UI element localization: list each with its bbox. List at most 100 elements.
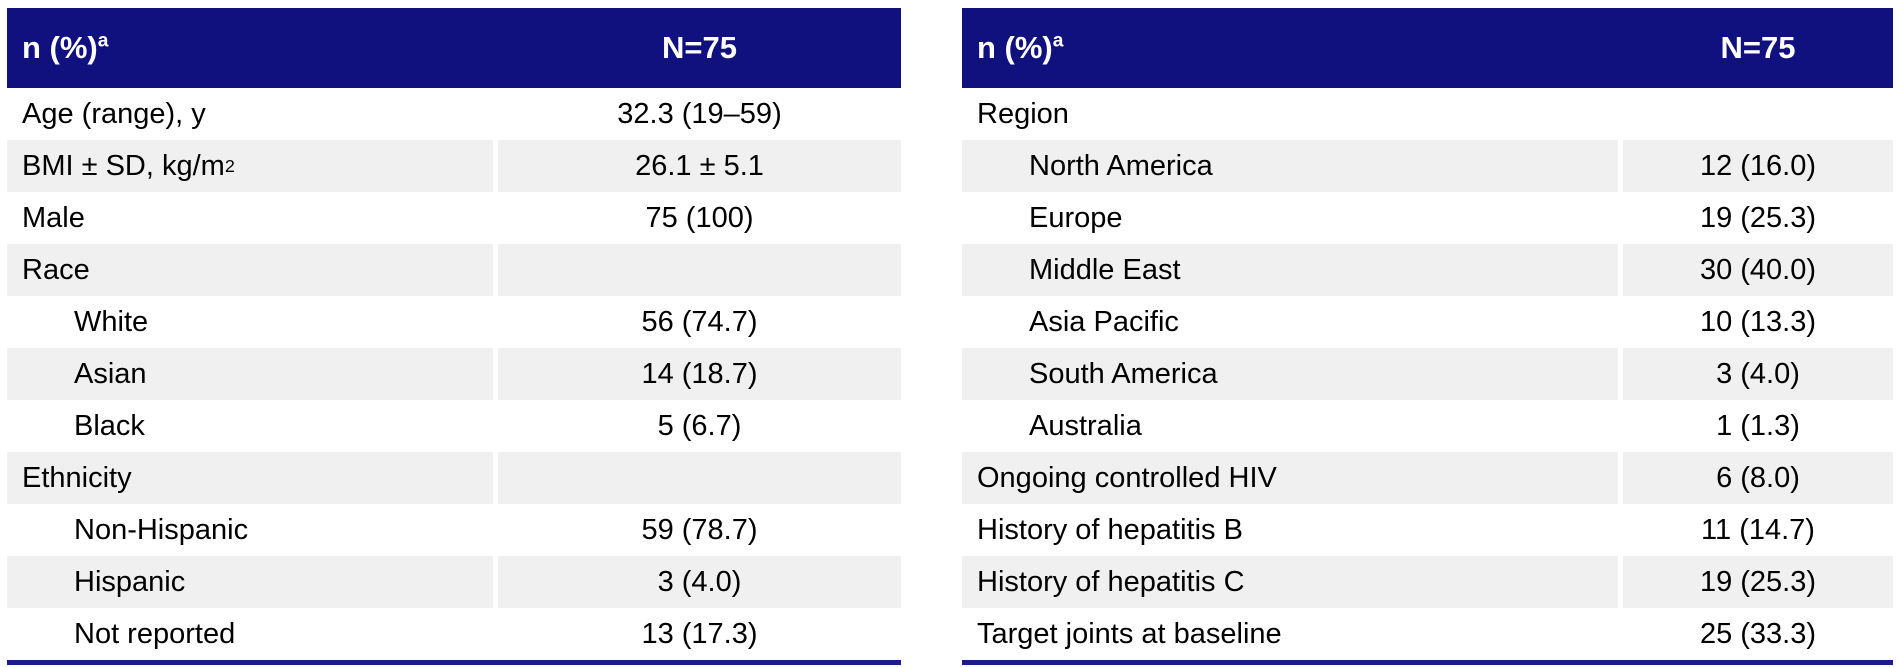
header-metric-label: n (%)a bbox=[7, 30, 498, 66]
table-bottom-rule bbox=[7, 660, 901, 665]
row-label-cell: Age (range), y bbox=[7, 88, 493, 140]
baseline-table-demographics: n (%)a N=75 Age (range), y 32.3 (19–59) … bbox=[7, 8, 901, 665]
table-row: North America 12 (16.0) bbox=[962, 140, 1893, 192]
row-value: 5 (6.7) bbox=[657, 409, 742, 442]
row-value: 13 (17.3) bbox=[641, 617, 758, 650]
row-value: 30 (40.0) bbox=[1623, 244, 1893, 296]
row-label: Race bbox=[22, 253, 90, 286]
table-row: Asian 14 (18.7) bbox=[7, 348, 901, 400]
row-label: Region bbox=[977, 97, 1069, 130]
table-row: Black 5 (6.7) bbox=[7, 400, 901, 452]
row-label-cell: Ongoing controlled HIV bbox=[962, 452, 1618, 504]
table-row: South America 3 (4.0) bbox=[962, 348, 1893, 400]
row-value: 14 (18.7) bbox=[498, 348, 901, 400]
table-row: History of hepatitis B 11 (14.7) bbox=[962, 504, 1893, 556]
row-label: Not reported bbox=[74, 617, 236, 650]
table-row: BMI ± SD, kg/m 2 26.1 ± 5.1 bbox=[7, 140, 901, 192]
table-row: Non-Hispanic 59 (78.7) bbox=[7, 504, 901, 556]
row-label: Asia Pacific bbox=[1029, 305, 1179, 338]
row-label-cell: Asian bbox=[7, 348, 493, 400]
row-label: Male bbox=[22, 201, 85, 234]
row-label: Europe bbox=[1029, 201, 1123, 234]
row-value: 32.3 (19–59) bbox=[617, 97, 782, 130]
row-label-cell: South America bbox=[962, 348, 1618, 400]
header-n-total: N=75 bbox=[662, 30, 737, 65]
row-value bbox=[498, 452, 901, 504]
row-value: 25 (33.3) bbox=[1699, 617, 1817, 650]
table-row: Ongoing controlled HIV 6 (8.0) bbox=[962, 452, 1893, 504]
row-label: North America bbox=[1029, 149, 1213, 182]
row-value bbox=[1623, 88, 1893, 140]
table-row: Asia Pacific 10 (13.3) bbox=[962, 296, 1893, 348]
row-value: 19 (25.3) bbox=[1699, 201, 1817, 234]
row-label: BMI ± SD, kg/m bbox=[22, 149, 225, 182]
baseline-table-region-history: n (%)a N=75 Region North America 12 (16.… bbox=[962, 8, 1893, 665]
row-label: Non-Hispanic bbox=[74, 513, 249, 546]
row-label-cell: History of hepatitis B bbox=[962, 504, 1618, 556]
table-header: n (%)a N=75 bbox=[962, 8, 1893, 88]
table-body: Region North America 12 (16.0) Europe 19… bbox=[962, 88, 1893, 660]
table-row: Target joints at baseline 25 (33.3) bbox=[962, 608, 1893, 660]
row-label-cell: Target joints at baseline bbox=[962, 608, 1618, 660]
table-row: Race bbox=[7, 244, 901, 296]
row-value: 10 (13.3) bbox=[1699, 305, 1817, 338]
row-label: History of hepatitis B bbox=[977, 513, 1243, 546]
row-label: Hispanic bbox=[74, 565, 186, 598]
table-row: Ethnicity bbox=[7, 452, 901, 504]
row-label-cell: Not reported bbox=[7, 608, 493, 660]
header-metric-label: n (%)a bbox=[962, 30, 1623, 66]
row-value: 19 (25.3) bbox=[1623, 556, 1893, 608]
row-label-cell: Hispanic bbox=[7, 556, 493, 608]
header-footnote-marker: a bbox=[97, 30, 109, 52]
row-value: 56 (74.7) bbox=[641, 305, 758, 338]
row-label-cell: History of hepatitis C bbox=[962, 556, 1618, 608]
row-label-cell: Black bbox=[7, 400, 493, 452]
row-label-cell: Region bbox=[962, 88, 1618, 140]
row-label: Middle East bbox=[1029, 253, 1181, 286]
table-row: Region bbox=[962, 88, 1893, 140]
row-label: Ethnicity bbox=[22, 461, 132, 494]
row-label-cell: Europe bbox=[962, 192, 1618, 244]
table-header: n (%)a N=75 bbox=[7, 8, 901, 88]
row-label-cell: Australia bbox=[962, 400, 1618, 452]
table-row: Europe 19 (25.3) bbox=[962, 192, 1893, 244]
table-row: Australia 1 (1.3) bbox=[962, 400, 1893, 452]
row-label-cell: Race bbox=[7, 244, 493, 296]
row-label-cell: Asia Pacific bbox=[962, 296, 1618, 348]
row-label: History of hepatitis C bbox=[977, 565, 1245, 598]
header-footnote-marker: a bbox=[1052, 30, 1064, 52]
row-label: Target joints at baseline bbox=[977, 617, 1282, 650]
row-label-cell: Ethnicity bbox=[7, 452, 493, 504]
table-row: Middle East 30 (40.0) bbox=[962, 244, 1893, 296]
row-value: 3 (4.0) bbox=[1623, 348, 1893, 400]
row-label-cell: Middle East bbox=[962, 244, 1618, 296]
row-label-cell: BMI ± SD, kg/m 2 bbox=[7, 140, 493, 192]
row-label: Ongoing controlled HIV bbox=[977, 461, 1277, 494]
row-value: 59 (78.7) bbox=[641, 513, 758, 546]
row-label-cell: North America bbox=[962, 140, 1618, 192]
row-value: 11 (14.7) bbox=[1701, 513, 1815, 546]
table-body: Age (range), y 32.3 (19–59) BMI ± SD, kg… bbox=[7, 88, 901, 660]
table-row: White 56 (74.7) bbox=[7, 296, 901, 348]
row-value: 6 (8.0) bbox=[1623, 452, 1893, 504]
row-label-cell: Non-Hispanic bbox=[7, 504, 493, 556]
header-metric-text: n (%) bbox=[977, 30, 1053, 65]
row-label-cell: Male bbox=[7, 192, 493, 244]
row-value: 3 (4.0) bbox=[498, 556, 901, 608]
row-value bbox=[498, 244, 901, 296]
table-bottom-rule bbox=[962, 660, 1893, 665]
table-row: Male 75 (100) bbox=[7, 192, 901, 244]
table-row: Hispanic 3 (4.0) bbox=[7, 556, 901, 608]
row-label: Age (range), y bbox=[22, 97, 206, 130]
row-label: Black bbox=[74, 409, 145, 442]
row-value: 1 (1.3) bbox=[1716, 409, 1800, 442]
header-n-total: N=75 bbox=[1720, 30, 1796, 65]
row-label: Australia bbox=[1029, 409, 1142, 442]
row-label: Asian bbox=[74, 357, 147, 390]
row-value: 75 (100) bbox=[645, 201, 754, 234]
row-label-cell: White bbox=[7, 296, 493, 348]
row-value: 12 (16.0) bbox=[1623, 140, 1893, 192]
table-row: History of hepatitis C 19 (25.3) bbox=[962, 556, 1893, 608]
table-row: Age (range), y 32.3 (19–59) bbox=[7, 88, 901, 140]
row-label: White bbox=[74, 305, 149, 338]
